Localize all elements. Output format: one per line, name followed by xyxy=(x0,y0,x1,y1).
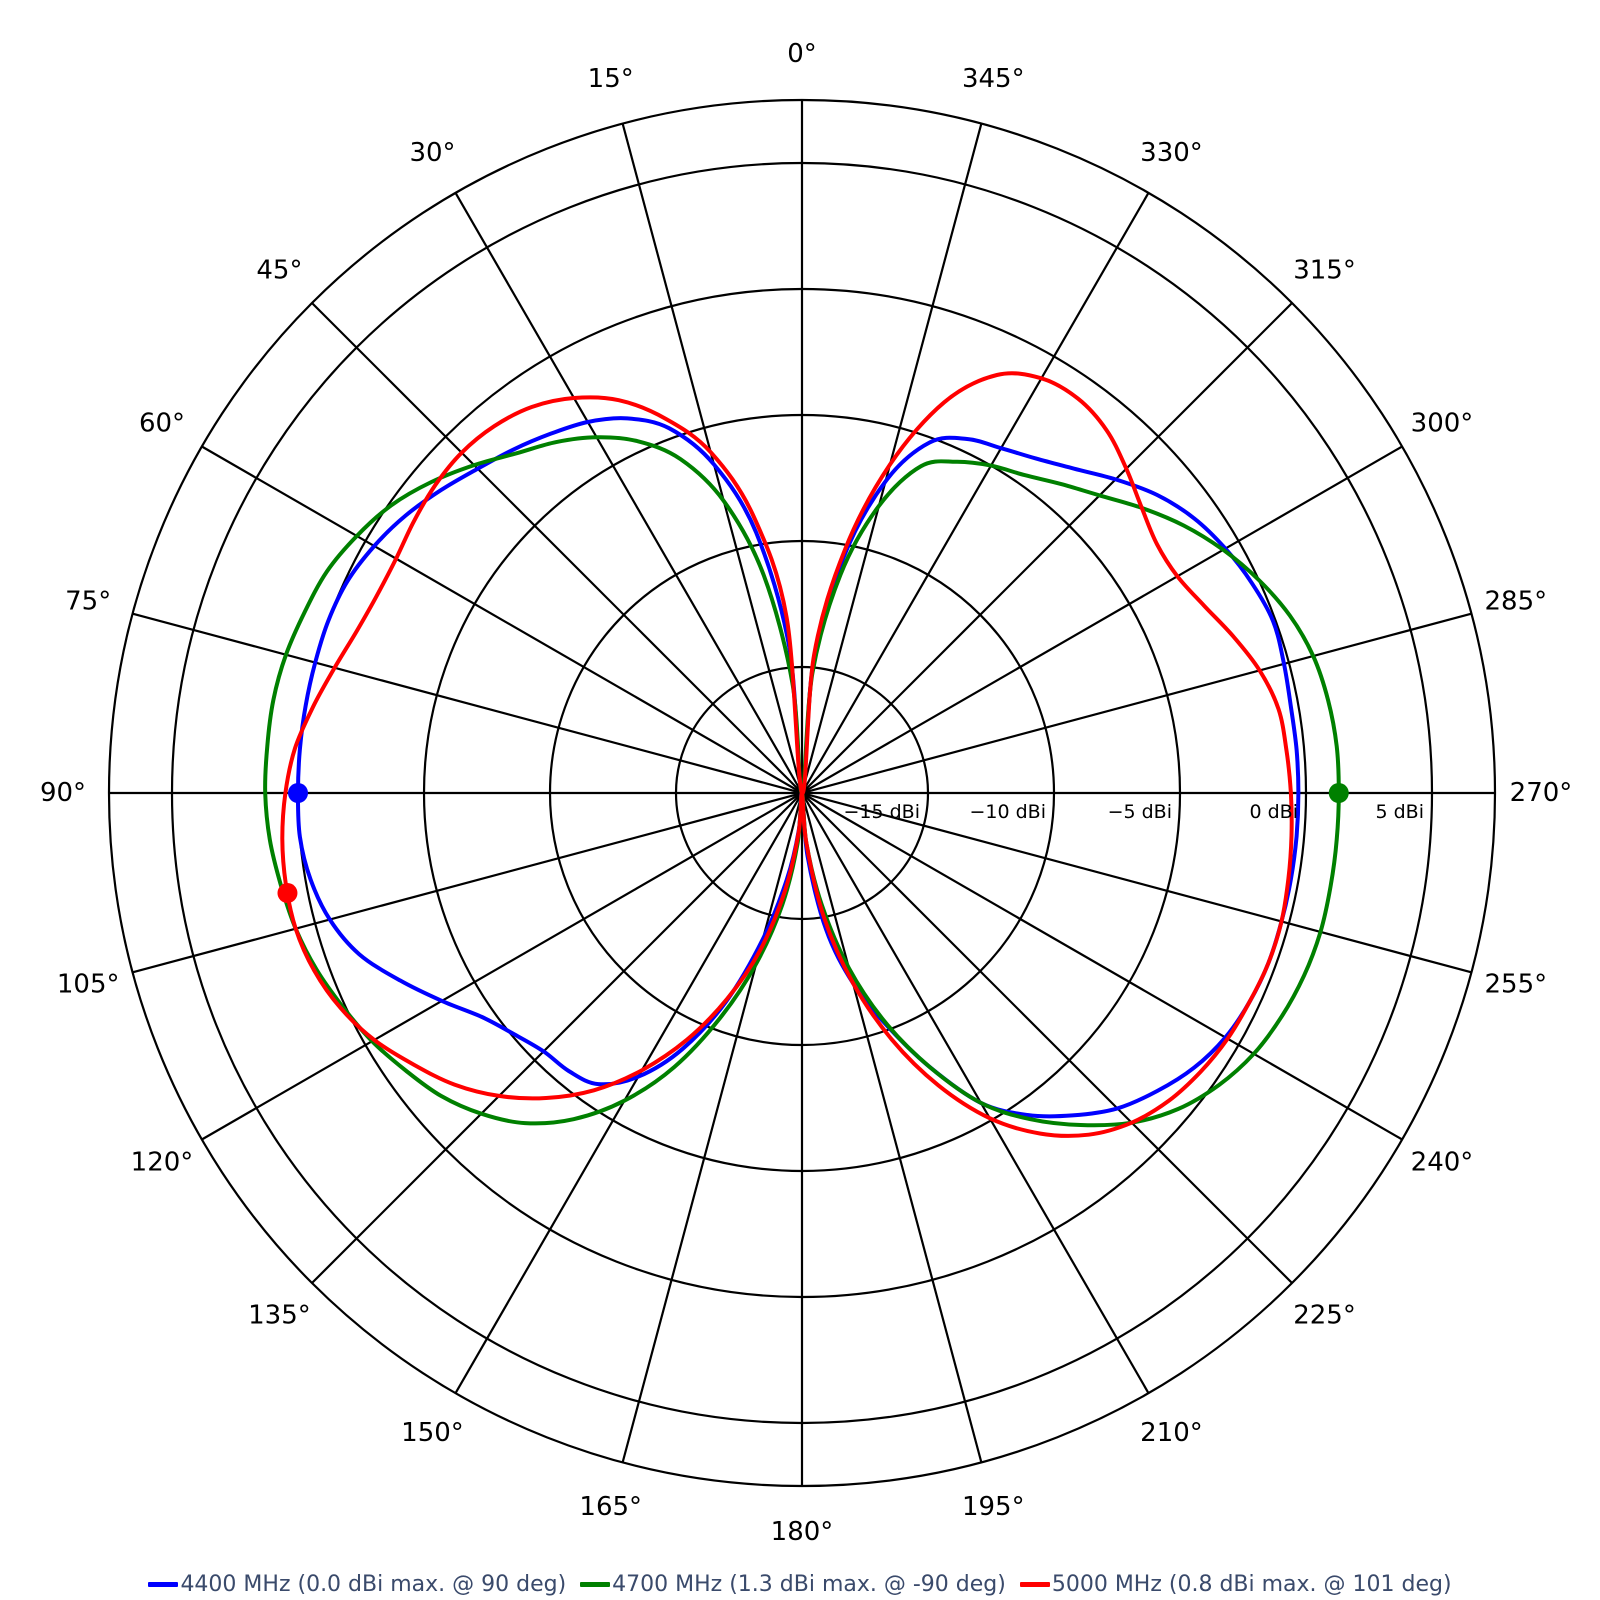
grid-spoke xyxy=(311,792,803,1284)
angle-label: 345° xyxy=(962,64,1025,94)
angle-label: 165° xyxy=(579,1492,642,1522)
legend-label: 4700 MHz (1.3 dBi max. @ -90 deg) xyxy=(612,1571,1006,1597)
grid-spoke xyxy=(201,445,803,794)
grid-spoke xyxy=(132,791,803,974)
grid-spoke xyxy=(801,792,1403,1141)
angle-label: 210° xyxy=(1140,1418,1203,1448)
angle-label: 105° xyxy=(57,969,120,999)
radial-tick-label: −15 dBi xyxy=(843,801,920,823)
max-point xyxy=(1328,783,1349,803)
angle-label: 75° xyxy=(65,587,111,617)
grid-spoke xyxy=(454,792,803,1394)
angle-label: 180° xyxy=(771,1517,834,1547)
legend-item[interactable]: 4400 MHz (0.0 dBi max. @ 90 deg) xyxy=(148,1572,566,1597)
polar-grid xyxy=(107,98,1497,1488)
radial-tick-label: 0 dBi xyxy=(1249,801,1298,823)
grid-spoke xyxy=(621,123,804,794)
grid-spoke xyxy=(801,792,1150,1394)
grid-spoke xyxy=(801,612,1472,795)
grid-spoke xyxy=(801,791,1472,974)
series-line xyxy=(280,371,1294,1138)
radial-tick-label: −10 dBi xyxy=(969,801,1046,823)
grid-spoke xyxy=(311,302,803,794)
angle-label: 135° xyxy=(248,1301,311,1331)
angle-label: 225° xyxy=(1293,1301,1356,1331)
angle-label: 30° xyxy=(409,138,455,168)
grid-spoke xyxy=(800,123,983,794)
angle-label: 270° xyxy=(1510,778,1573,808)
grid-spoke xyxy=(801,792,1293,1284)
angle-label: 330° xyxy=(1140,138,1203,168)
grid-spoke xyxy=(801,445,1403,794)
grid-spoke xyxy=(201,792,803,1141)
angle-label: 285° xyxy=(1484,587,1547,617)
legend-swatch xyxy=(580,1581,611,1587)
legend-item[interactable]: 5000 MHz (0.8 dBi max. @ 101 deg) xyxy=(1019,1571,1452,1597)
series-curves xyxy=(263,371,1341,1138)
angle-label: 120° xyxy=(131,1148,194,1178)
legend-swatch xyxy=(148,1581,179,1587)
legend-label: 4400 MHz (0.0 dBi max. @ 90 deg) xyxy=(180,1571,567,1597)
radial-tick-label: 5 dBi xyxy=(1375,801,1424,823)
angle-label: 240° xyxy=(1411,1148,1474,1178)
grid-spoke xyxy=(800,792,983,1463)
angle-label: 15° xyxy=(588,64,634,94)
legend-item[interactable]: 4700 MHz (1.3 dBi max. @ -90 deg) xyxy=(580,1572,1006,1597)
angle-label: 300° xyxy=(1411,409,1474,439)
radial-tick-label: −5 dBi xyxy=(1108,801,1172,823)
angle-label: 150° xyxy=(401,1418,464,1448)
max-point xyxy=(277,883,298,904)
max-point xyxy=(288,783,308,803)
legend-label: 5000 MHz (0.8 dBi max. @ 101 deg) xyxy=(1051,1571,1452,1597)
legend: 4400 MHz (0.0 dBi max. @ 90 deg) 4700 MH… xyxy=(0,1568,1600,1600)
angle-label: 255° xyxy=(1484,969,1547,999)
angle-label: 315° xyxy=(1293,255,1356,285)
grid-spoke xyxy=(801,302,1293,794)
angle-label: 0° xyxy=(787,39,817,69)
grid-spoke xyxy=(801,192,1150,794)
axis-labels: 0° 15° 30° 45° 60° 75° 90° 105° 120° 135° 150° 165°… xyxy=(40,39,1572,1547)
angle-label: 45° xyxy=(256,255,302,285)
grid-spoke xyxy=(621,792,804,1463)
grid-spoke xyxy=(454,192,803,794)
max-markers xyxy=(277,783,1349,904)
legend-swatch xyxy=(1019,1581,1050,1587)
grid-spoke xyxy=(132,612,803,795)
angle-label: 60° xyxy=(139,409,185,439)
angle-label: 195° xyxy=(962,1492,1025,1522)
angle-label: 90° xyxy=(40,778,86,808)
